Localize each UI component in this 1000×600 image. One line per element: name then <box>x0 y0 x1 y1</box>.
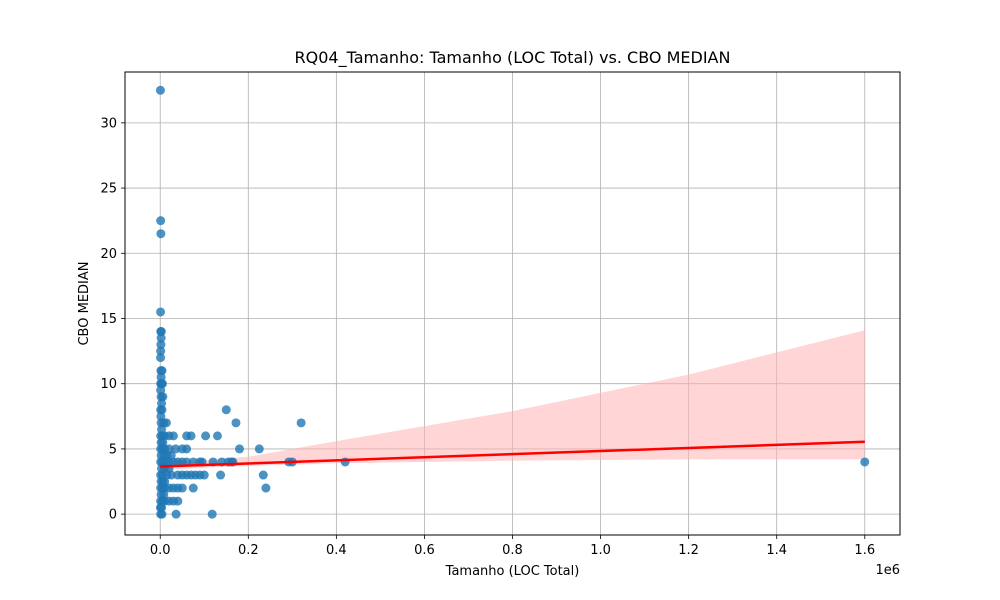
data-point <box>156 340 166 350</box>
x-axis: 0.0 0.2 0.4 0.6 0.8 1.0 1.2 1.4 1.6 <box>150 535 875 558</box>
data-point <box>156 307 166 317</box>
data-point <box>173 496 183 506</box>
data-point <box>212 431 222 441</box>
data-point <box>168 431 178 441</box>
data-point <box>199 470 209 480</box>
x-tick-label: 0.8 <box>502 543 523 558</box>
x-tick-label: 1.6 <box>854 543 875 558</box>
grid <box>125 72 900 535</box>
data-point <box>156 353 166 363</box>
y-axis-label: CBO MEDIAN <box>77 261 92 345</box>
data-point <box>171 444 181 454</box>
data-point <box>261 483 271 493</box>
data-point <box>177 483 187 493</box>
data-point <box>258 470 268 480</box>
data-point <box>156 216 166 226</box>
data-point <box>182 457 192 467</box>
x-tick-label: 0.6 <box>414 543 435 558</box>
data-point <box>156 346 166 356</box>
x-axis-label: Tamanho (LOC Total) <box>445 564 580 579</box>
y-tick-label: 25 <box>100 182 117 197</box>
data-point <box>182 444 192 454</box>
data-point <box>234 444 244 454</box>
regression-line-group <box>160 440 865 468</box>
chart-title: RQ04_Tamanho: Tamanho (LOC Total) vs. CB… <box>295 48 731 68</box>
data-point <box>156 333 166 343</box>
confidence-interval-band <box>160 330 865 470</box>
data-point <box>186 431 196 441</box>
data-point <box>188 483 198 493</box>
data-point <box>161 418 171 428</box>
y-tick-label: 15 <box>100 312 117 327</box>
confidence-band <box>160 330 865 470</box>
x-axis-offset-label: 1e6 <box>875 563 900 578</box>
data-point <box>166 470 176 480</box>
y-tick-label: 5 <box>109 442 117 457</box>
data-point <box>207 509 217 519</box>
regression-line <box>160 440 865 468</box>
data-point <box>171 509 181 519</box>
data-point <box>254 444 264 454</box>
data-point <box>221 405 231 415</box>
data-point <box>155 85 165 95</box>
data-point <box>156 229 166 239</box>
y-tick-label: 30 <box>100 116 117 131</box>
x-tick-label: 1.2 <box>678 543 699 558</box>
scatter-points <box>155 85 870 519</box>
x-tick-label: 0.4 <box>326 543 347 558</box>
y-tick-label: 0 <box>109 508 117 523</box>
y-tick-label: 20 <box>100 247 117 262</box>
y-axis: 0 5 10 15 20 25 30 <box>100 116 125 523</box>
x-tick-label: 1.0 <box>590 543 611 558</box>
data-point <box>156 327 166 337</box>
x-tick-label: 1.4 <box>766 543 787 558</box>
data-point <box>157 509 167 519</box>
data-point <box>201 431 211 441</box>
data-point <box>860 457 870 467</box>
data-point <box>296 418 306 428</box>
data-point <box>216 470 226 480</box>
y-tick-label: 10 <box>100 377 117 392</box>
x-tick-label: 0.2 <box>238 543 259 558</box>
x-tick-label: 0.0 <box>150 543 171 558</box>
data-point <box>231 418 241 428</box>
